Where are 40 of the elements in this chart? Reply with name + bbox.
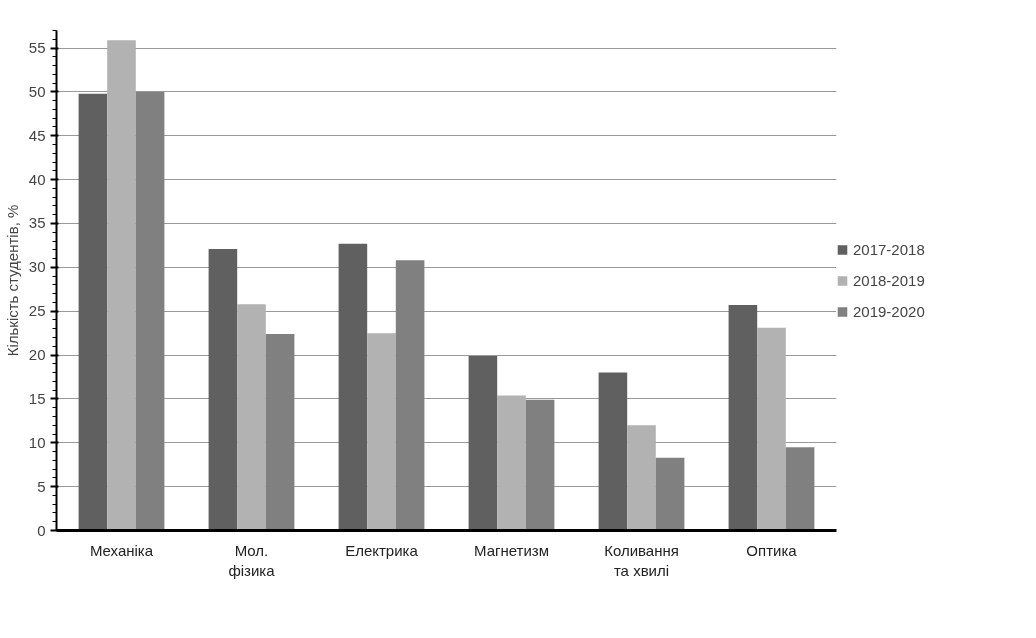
bar <box>728 305 758 531</box>
bar <box>497 395 526 531</box>
y-tick-label: 55 <box>28 39 46 57</box>
bar <box>208 248 238 531</box>
x-tick-label: Оптика <box>746 541 798 559</box>
y-tick-label: 0 <box>37 521 46 539</box>
y-axis-title: Кількість студентів, % <box>3 204 21 357</box>
bar <box>78 93 108 531</box>
bar <box>107 40 136 531</box>
bar <box>525 399 555 531</box>
bar <box>338 243 368 531</box>
x-tick-label: Мол. фізика <box>228 541 276 579</box>
y-tick-label: 30 <box>28 258 46 276</box>
y-tick-label: 40 <box>28 170 46 188</box>
y-tick-label: 25 <box>28 302 46 320</box>
bar <box>598 372 628 531</box>
bar <box>265 334 295 531</box>
legend-label: 2018-2019 <box>853 271 925 289</box>
legend-label: 2017-2018 <box>853 240 925 258</box>
bar <box>757 327 786 531</box>
bar <box>785 447 815 531</box>
y-tick-label: 20 <box>28 346 46 364</box>
y-tick-label: 50 <box>28 82 46 100</box>
y-tick-label: 15 <box>28 389 46 407</box>
bar <box>237 304 266 531</box>
x-tick-label: Електрика <box>345 541 419 559</box>
bar <box>468 355 498 531</box>
bar <box>395 260 425 531</box>
x-tick-label: Коливання та хвилі <box>604 541 679 579</box>
legend-label: 2019-2020 <box>853 302 925 320</box>
bar <box>367 333 396 531</box>
x-tick-label: Магнетизм <box>473 541 550 559</box>
x-tick-label: Механіка <box>89 541 154 559</box>
y-tick-label: 45 <box>28 126 46 144</box>
bar <box>655 457 685 531</box>
bar <box>135 91 165 531</box>
bar <box>627 425 656 531</box>
y-tick-label: 10 <box>28 433 46 451</box>
y-tick-label: 35 <box>28 214 46 232</box>
y-tick-label: 5 <box>37 477 46 495</box>
